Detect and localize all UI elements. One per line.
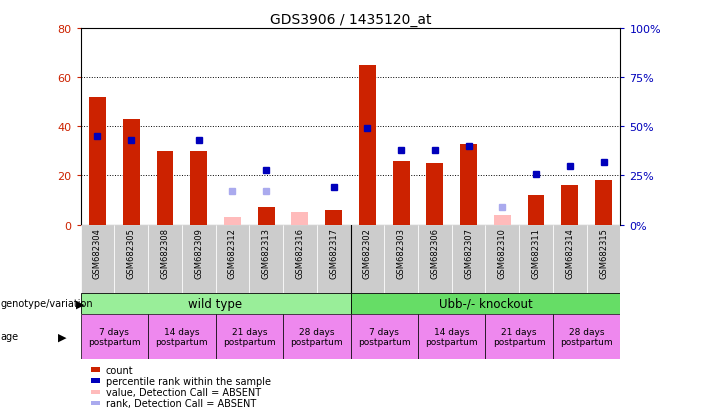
Bar	[418, 225, 451, 293]
Text: GSM682304: GSM682304	[93, 227, 102, 278]
Text: 28 days
postpartum: 28 days postpartum	[290, 327, 343, 346]
Bar	[224, 218, 241, 225]
Text: GSM682310: GSM682310	[498, 227, 507, 278]
Bar	[182, 225, 216, 293]
Bar	[283, 225, 317, 293]
Bar	[528, 196, 545, 225]
Text: Ubb-/- knockout: Ubb-/- knockout	[439, 297, 532, 310]
Bar	[216, 314, 283, 359]
Bar	[190, 152, 207, 225]
Bar	[519, 225, 553, 293]
Text: ▶: ▶	[58, 332, 67, 342]
Bar	[350, 314, 418, 359]
Bar	[156, 152, 173, 225]
Text: 28 days
postpartum: 28 days postpartum	[560, 327, 613, 346]
Text: 21 days
postpartum: 21 days postpartum	[493, 327, 545, 346]
Bar	[553, 314, 620, 359]
Text: 7 days
postpartum: 7 days postpartum	[358, 327, 411, 346]
Bar	[283, 314, 350, 359]
Text: GSM682314: GSM682314	[565, 227, 574, 278]
Bar	[384, 225, 418, 293]
Text: GSM682302: GSM682302	[363, 227, 372, 278]
Bar	[350, 293, 620, 314]
Text: GSM682312: GSM682312	[228, 227, 237, 278]
Bar	[393, 161, 409, 225]
Text: GSM682311: GSM682311	[531, 227, 540, 278]
Text: GSM682313: GSM682313	[261, 227, 271, 278]
Bar	[258, 208, 275, 225]
Text: GSM682308: GSM682308	[161, 227, 170, 278]
Bar	[451, 225, 485, 293]
Bar	[317, 225, 350, 293]
Text: value, Detection Call = ABSENT: value, Detection Call = ABSENT	[106, 387, 261, 397]
Text: GSM682315: GSM682315	[599, 227, 608, 278]
Text: percentile rank within the sample: percentile rank within the sample	[106, 376, 271, 386]
Bar	[426, 164, 443, 225]
Bar	[553, 225, 587, 293]
Text: GSM682317: GSM682317	[329, 227, 338, 278]
Bar	[114, 225, 148, 293]
Bar	[81, 225, 114, 293]
Bar	[325, 210, 342, 225]
Text: GSM682316: GSM682316	[295, 227, 304, 278]
Bar	[216, 225, 250, 293]
Bar	[485, 314, 553, 359]
Bar	[81, 314, 148, 359]
Bar	[350, 225, 384, 293]
Bar	[89, 97, 106, 225]
Bar	[460, 144, 477, 225]
Text: 7 days
postpartum: 7 days postpartum	[88, 327, 141, 346]
Text: count: count	[106, 365, 133, 375]
Bar	[587, 225, 620, 293]
Text: 14 days
postpartum: 14 days postpartum	[156, 327, 208, 346]
Text: wild type: wild type	[189, 297, 243, 310]
Bar	[123, 120, 139, 225]
Bar	[292, 213, 308, 225]
Bar	[148, 314, 216, 359]
Bar	[485, 225, 519, 293]
Bar	[81, 293, 350, 314]
Text: GSM682306: GSM682306	[430, 227, 440, 278]
Bar	[494, 215, 511, 225]
Bar	[250, 225, 283, 293]
Text: GSM682309: GSM682309	[194, 227, 203, 278]
Text: GSM682307: GSM682307	[464, 227, 473, 278]
Bar	[359, 66, 376, 225]
Bar	[562, 186, 578, 225]
Text: ▶: ▶	[76, 299, 84, 309]
Text: GSM682303: GSM682303	[397, 227, 406, 278]
Bar	[418, 314, 485, 359]
Bar	[595, 181, 612, 225]
Text: rank, Detection Call = ABSENT: rank, Detection Call = ABSENT	[106, 398, 256, 408]
Bar	[148, 225, 182, 293]
Text: 21 days
postpartum: 21 days postpartum	[223, 327, 275, 346]
Title: GDS3906 / 1435120_at: GDS3906 / 1435120_at	[270, 12, 431, 26]
Text: age: age	[1, 332, 19, 342]
Text: GSM682305: GSM682305	[127, 227, 136, 278]
Text: 14 days
postpartum: 14 days postpartum	[426, 327, 478, 346]
Text: genotype/variation: genotype/variation	[1, 299, 93, 309]
